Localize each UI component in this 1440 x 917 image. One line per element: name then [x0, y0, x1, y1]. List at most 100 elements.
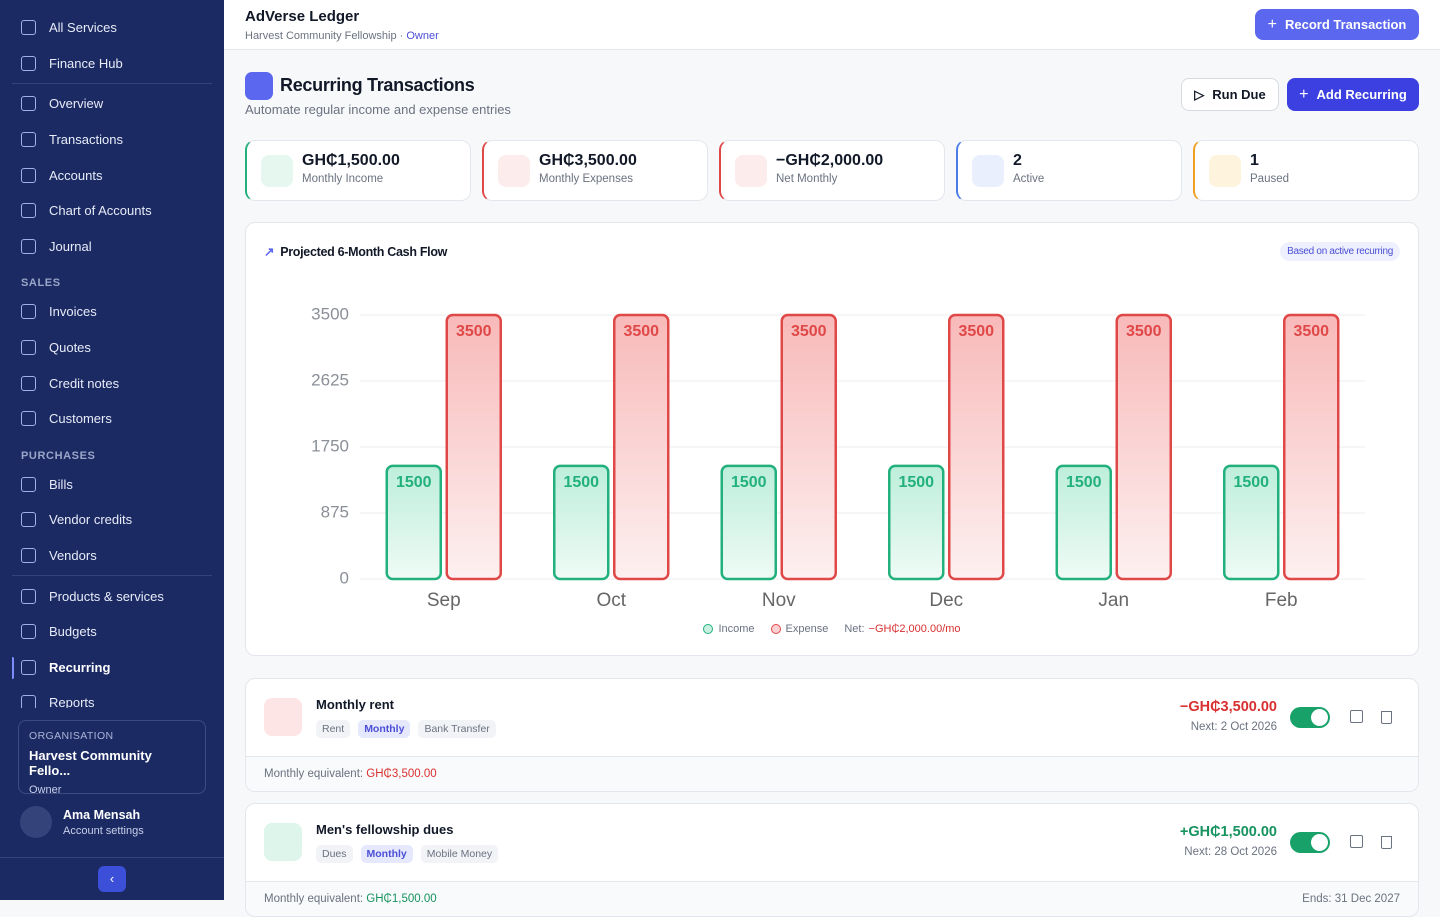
- stat-card: 1 Paused: [1193, 140, 1419, 201]
- nav-item[interactable]: Invoices: [12, 294, 212, 330]
- account-settings[interactable]: Account settings: [63, 824, 144, 837]
- delete-button[interactable]: [1381, 711, 1392, 724]
- icon: [21, 548, 36, 564]
- tag: Rent: [316, 720, 351, 738]
- x-tick-label: Jan: [1098, 590, 1129, 611]
- icon: [21, 476, 36, 492]
- stat-icon: [1209, 155, 1241, 187]
- tag: Bank Transfer: [418, 720, 496, 738]
- value-label: 1500: [731, 474, 767, 491]
- nav-item[interactable]: Overview: [12, 86, 212, 122]
- nav-item[interactable]: Chart of Accounts: [12, 193, 212, 229]
- nav-label: Recurring: [49, 659, 111, 675]
- next-date: Next: 28 Oct 2026: [1184, 846, 1277, 858]
- button-label: Run Due: [1212, 87, 1266, 102]
- legend-item: Income: [703, 623, 755, 635]
- nav-item[interactable]: Credit notes: [12, 365, 212, 401]
- nav-item[interactable]: All Services: [12, 10, 212, 46]
- nav-item[interactable]: Transactions: [12, 122, 212, 158]
- icon: [21, 304, 36, 320]
- transaction-name: Monthly rent: [316, 697, 394, 712]
- bar: [1055, 464, 1112, 581]
- user[interactable]: Ama Mensah Account settings: [20, 806, 144, 838]
- nav-separator: [12, 83, 212, 85]
- tag: Mobile Money: [420, 845, 499, 863]
- next-date: Next: 2 Oct 2026: [1190, 721, 1277, 733]
- org-line: Harvest Community Fellowship · Owner: [245, 30, 439, 42]
- stat-icon: [972, 155, 1004, 187]
- section-label: SALES: [21, 277, 61, 290]
- add-recurring-button[interactable]: + Add Recurring: [1287, 78, 1419, 111]
- nav-item[interactable]: Finance Hub: [12, 46, 212, 82]
- collapse-button[interactable]: ‹: [98, 866, 126, 892]
- record-transaction-button[interactable]: + Record Transaction: [1255, 9, 1419, 40]
- top-bar: AdVerse Ledger Harvest Community Fellows…: [224, 0, 1440, 50]
- nav-item[interactable]: Quotes: [12, 330, 212, 366]
- stat-icon: [498, 155, 530, 187]
- tags: Rent Monthly Bank Transfer: [316, 719, 504, 738]
- stat-value: 1: [1250, 152, 1259, 169]
- edit-button[interactable]: [1350, 835, 1363, 848]
- icon: [21, 411, 36, 427]
- nav-label: Transactions: [49, 132, 123, 148]
- nav-item[interactable]: Vendor credits: [12, 502, 212, 538]
- nav-item[interactable]: Customers: [12, 401, 212, 437]
- value-label: 1500: [1066, 474, 1102, 491]
- delete-button[interactable]: [1381, 836, 1392, 849]
- nav-item[interactable]: Bills: [12, 467, 212, 503]
- legend-label: Expense: [785, 623, 829, 635]
- value-label: 3500: [958, 323, 994, 340]
- bar: [888, 464, 945, 581]
- org-label: ORGANISATION: [29, 730, 114, 742]
- tag: Dues: [316, 845, 353, 863]
- nav-item[interactable]: Recurring: [12, 650, 212, 686]
- bar: [1115, 313, 1172, 581]
- y-tick-label: 3500: [311, 304, 349, 323]
- nav-item[interactable]: Vendors: [12, 538, 212, 574]
- stat-card: 2 Active: [956, 140, 1182, 201]
- toggle-knob: [1311, 709, 1328, 726]
- y-tick-label: 875: [321, 502, 349, 521]
- legend-swatch: [770, 624, 781, 634]
- nav-item[interactable]: Journal: [12, 229, 212, 265]
- y-tick-label: 0: [340, 568, 349, 587]
- user-name: Ama Mensah: [63, 807, 141, 822]
- transaction-icon: [264, 823, 302, 861]
- stat-card: −GH₵2,000.00 Net Monthly: [719, 140, 945, 201]
- bar: [385, 464, 442, 581]
- nav-item[interactable]: Products & services: [12, 578, 212, 614]
- nav-item[interactable]: Reports: [12, 685, 212, 708]
- transaction-name: Men's fellowship dues: [316, 822, 454, 837]
- button-label: Record Transaction: [1284, 17, 1407, 32]
- stat-icon: [261, 155, 293, 187]
- tags: Dues Monthly Mobile Money: [316, 844, 506, 863]
- stat-value: 2: [1013, 152, 1022, 169]
- x-tick-label: Oct: [596, 590, 626, 611]
- nav-label: Products & services: [49, 588, 164, 604]
- icon: [21, 203, 36, 219]
- organisation-card[interactable]: ORGANISATION Harvest Community Fello... …: [18, 720, 206, 796]
- edit-button[interactable]: [1350, 710, 1363, 723]
- icon: [21, 167, 36, 183]
- nav-item[interactable]: Accounts: [12, 157, 212, 193]
- nav-label: Vendor credits: [49, 512, 133, 528]
- value-label: 1500: [898, 474, 934, 491]
- stat-value: −GH₵2,000.00: [776, 152, 884, 169]
- net-value: −GH₵2,000.00/mo: [868, 623, 961, 635]
- chart-card: ↗ Projected 6-Month Cash Flow Based on ac…: [245, 222, 1419, 656]
- y-tick-label: 1750: [311, 436, 349, 455]
- run-due-button[interactable]: ▷ Run Due: [1181, 78, 1279, 111]
- stat-label: Monthly Income: [302, 173, 384, 185]
- stat-label: Paused: [1250, 173, 1290, 185]
- bar: [1283, 313, 1340, 581]
- nav-label: Budgets: [49, 624, 97, 640]
- app-name: AdVerse Ledger: [245, 8, 360, 25]
- nav-item[interactable]: Budgets: [12, 614, 212, 650]
- icon: [21, 132, 36, 148]
- page-icon: [245, 72, 273, 100]
- ends: Ends: 31 Dec 2027: [1302, 893, 1400, 905]
- icon: [21, 20, 36, 36]
- tag: Monthly: [358, 720, 411, 738]
- value-label: 3500: [623, 323, 659, 340]
- net-label: Net:: [844, 623, 865, 635]
